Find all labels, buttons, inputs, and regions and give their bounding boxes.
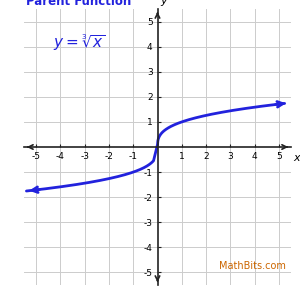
Text: x: x — [293, 153, 300, 163]
Text: y: y — [160, 0, 167, 7]
Text: Parent Function: Parent Function — [26, 0, 132, 8]
Text: MathBits.com: MathBits.com — [219, 261, 286, 271]
Text: $y = \sqrt[3]{x}$: $y = \sqrt[3]{x}$ — [53, 33, 106, 53]
